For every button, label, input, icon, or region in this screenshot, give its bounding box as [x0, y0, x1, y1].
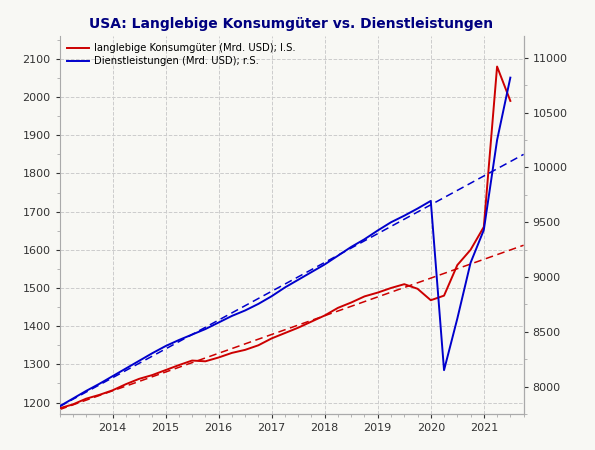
Legend: langlebige Konsumgüter (Mrd. USD); l.S., Dienstleistungen (Mrd. USD); r.S.: langlebige Konsumgüter (Mrd. USD); l.S.,… — [64, 41, 297, 68]
Title: USA: Langlebige Konsumgüter vs. Dienstleistungen: USA: Langlebige Konsumgüter vs. Dienstle… — [89, 17, 494, 31]
